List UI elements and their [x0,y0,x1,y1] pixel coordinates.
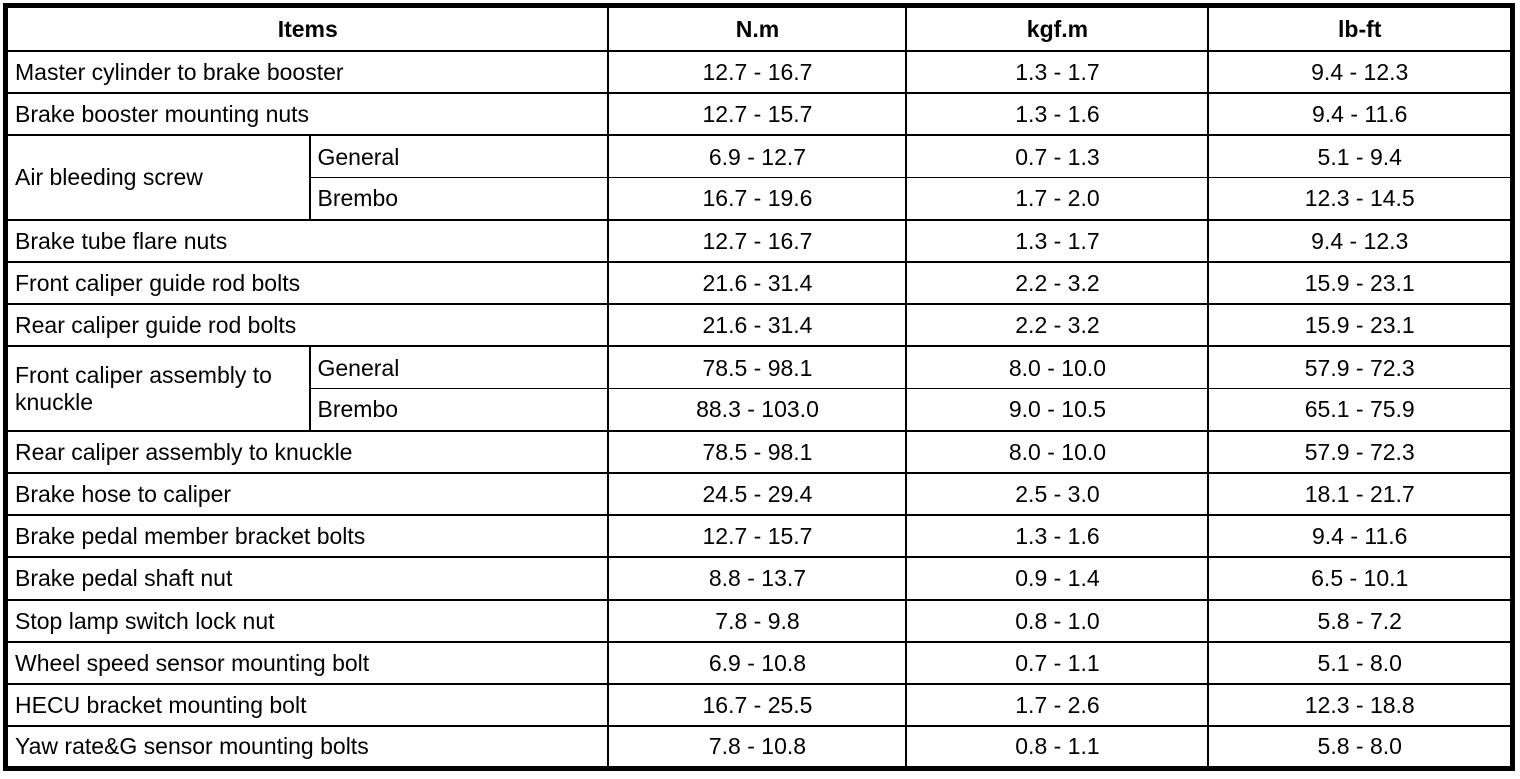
value-cell-kgfm: 0.7 - 1.3 [905,134,1210,179]
value-cell-nm: 12.7 - 15.7 [607,92,908,137]
value-cell-lbft: 9.4 - 11.6 [1207,514,1514,559]
value-cell-kgfm: 0.8 - 1.0 [905,598,1210,643]
value-cell-nm: 12.7 - 16.7 [607,218,908,264]
value-cell-nm: 78.5 - 98.1 [607,429,908,475]
variant-cell: General [308,345,610,390]
value-cell-kgfm: 1.7 - 2.6 [905,683,1210,728]
item-cell: Stop lamp switch lock nut [4,598,610,643]
value-cell-kgfm: 8.0 - 10.0 [905,429,1210,475]
table-row: Brake pedal member bracket bolts 12.7 - 1… [4,514,1514,559]
col-header-items: Items [4,4,610,52]
value-cell-lbft: 12.3 - 18.8 [1207,683,1514,728]
value-cell-nm: 12.7 - 15.7 [607,514,908,559]
item-cell: HECU bracket mounting bolt [4,683,610,728]
value-cell-kgfm: 2.2 - 3.2 [905,303,1210,348]
value-cell-lbft: 6.5 - 10.1 [1207,556,1514,601]
item-cell: Master cylinder to brake booster [4,49,610,95]
value-cell-lbft: 15.9 - 23.1 [1207,303,1514,348]
table-row: Brake pedal shaft nut 8.8 - 13.7 0.9 - 1.4… [4,556,1514,601]
value-cell-nm: 6.9 - 10.8 [607,640,908,686]
table-row: HECU bracket mounting bolt 16.7 - 25.5 1.7… [4,683,1514,728]
value-cell-kgfm: 0.9 - 1.4 [905,556,1210,601]
value-cell-nm: 12.7 - 16.7 [607,49,908,95]
value-cell-lbft: 5.1 - 9.4 [1207,134,1514,179]
value-cell-kgfm: 0.8 - 1.1 [905,725,1210,770]
value-cell-lbft: 9.4 - 12.3 [1207,218,1514,264]
value-cell-nm: 24.5 - 29.4 [607,472,908,517]
value-cell-lbft: 57.9 - 72.3 [1207,429,1514,475]
value-cell-nm: 16.7 - 19.6 [607,177,908,221]
table-row: Rear caliper guide rod bolts 21.6 - 31.4 2… [4,303,1514,348]
value-cell-kgfm: 8.0 - 10.0 [905,345,1210,390]
table-row: Front caliper guide rod bolts 21.6 - 31.4… [4,261,1514,306]
item-cell: Brake tube flare nuts [4,218,610,264]
value-cell-nm: 6.9 - 12.7 [607,134,908,179]
item-cell: Brake booster mounting nuts [4,92,610,137]
value-cell-lbft: 5.1 - 8.0 [1207,640,1514,686]
value-cell-kgfm: 1.7 - 2.0 [905,177,1210,221]
value-cell-lbft: 12.3 - 14.5 [1207,177,1514,221]
value-cell-nm: 21.6 - 31.4 [607,261,908,306]
variant-cell: Brembo [308,388,610,432]
table-row: Brake tube flare nuts 12.7 - 16.7 1.3 - 1.… [4,218,1514,264]
value-cell-kgfm: 1.3 - 1.7 [905,49,1210,95]
header-row: Items N.m kgf.m lb-ft [4,4,1514,52]
value-cell-lbft: 15.9 - 23.1 [1207,261,1514,306]
value-cell-kgfm: 1.3 - 1.7 [905,218,1210,264]
variant-cell: General [308,134,610,179]
item-cell: Yaw rate&G sensor mounting bolts [4,725,610,770]
value-cell-kgfm: 2.5 - 3.0 [905,472,1210,517]
table-row: Wheel speed sensor mounting bolt 6.9 - 10… [4,640,1514,686]
value-cell-kgfm: 2.2 - 3.2 [905,261,1210,306]
table-row: Air bleeding screw General 6.9 - 12.7 0.7 -… [4,134,1514,221]
value-cell-lbft: 5.8 - 7.2 [1207,598,1514,643]
table-row: Stop lamp switch lock nut 7.8 - 9.8 0.8 - … [4,598,1514,643]
table-row: Brembo 88.3 - 103.0 9.0 - 10.5 65.1 - 75.9 [6,388,1514,432]
table-row: Yaw rate&G sensor mounting bolts 7.8 - 10… [4,725,1514,770]
item-cell: Rear caliper guide rod bolts [4,303,610,348]
value-cell-kgfm: 0.7 - 1.1 [905,640,1210,686]
variant-cell: Brembo [308,177,610,221]
col-header-lbft: lb-ft [1207,4,1514,52]
item-cell: Air bleeding screw [4,134,311,221]
value-cell-lbft: 57.9 - 72.3 [1207,345,1514,390]
value-cell-kgfm: 9.0 - 10.5 [905,388,1210,432]
value-cell-nm: 7.8 - 9.8 [607,598,908,643]
item-cell: Wheel speed sensor mounting bolt [4,640,610,686]
value-cell-nm: 88.3 - 103.0 [607,388,908,432]
item-cell: Brake pedal member bracket bolts [4,514,610,559]
value-cell-kgfm: 1.3 - 1.6 [905,514,1210,559]
table-row: Front caliper assembly to knuckle General… [4,345,1514,432]
torque-spec-table: Items N.m kgf.m lb-ft Master cylinder to… [3,3,1515,771]
item-cell: Front caliper assembly to knuckle [4,345,311,432]
value-cell-nm: 78.5 - 98.1 [607,345,908,390]
item-cell: Brake hose to caliper [4,472,610,517]
table-row: Master cylinder to brake booster 12.7 - 1… [4,49,1514,95]
value-cell-lbft: 9.4 - 12.3 [1207,49,1514,95]
item-cell: Brake pedal shaft nut [4,556,610,601]
value-cell-nm: 16.7 - 25.5 [607,683,908,728]
table-row: Brembo 16.7 - 19.6 1.7 - 2.0 12.3 - 14.5 [6,177,1514,221]
col-header-nm: N.m [607,4,908,52]
table-row: Brake hose to caliper 24.5 - 29.4 2.5 - 3.… [4,472,1514,517]
value-cell-lbft: 5.8 - 8.0 [1207,725,1514,770]
value-cell-nm: 7.8 - 10.8 [607,725,908,770]
value-cell-kgfm: 1.3 - 1.6 [905,92,1210,137]
value-cell-lbft: 9.4 - 11.6 [1207,92,1514,137]
item-cell: Rear caliper assembly to knuckle [4,429,610,475]
table-row: Brake booster mounting nuts 12.7 - 15.7 1.… [4,92,1514,137]
value-cell-nm: 8.8 - 13.7 [607,556,908,601]
table-row: Rear caliper assembly to knuckle 78.5 - 9… [4,429,1514,475]
value-cell-nm: 21.6 - 31.4 [607,303,908,348]
value-cell-lbft: 65.1 - 75.9 [1207,388,1514,432]
col-header-kgfm: kgf.m [905,4,1210,52]
item-cell: Front caliper guide rod bolts [4,261,610,306]
value-cell-lbft: 18.1 - 21.7 [1207,472,1514,517]
